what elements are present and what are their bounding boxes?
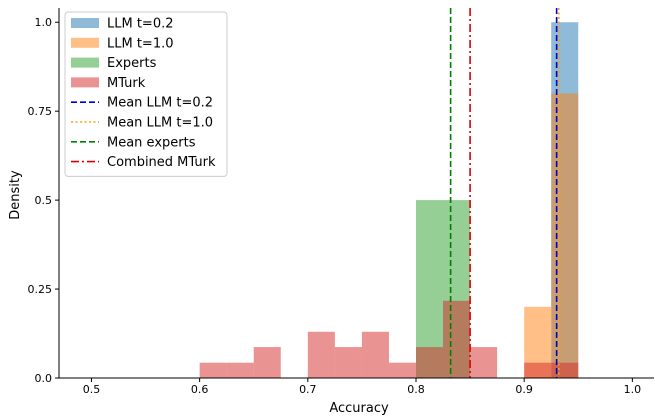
x-tick-label: 0.5 (83, 383, 101, 396)
legend-item-llm-t-0-2: LLM t=0.2 (71, 17, 174, 32)
bar-mturk-0 (199, 362, 227, 378)
legend-swatch (71, 77, 99, 88)
bar-mturk-4 (334, 347, 362, 378)
bar-mturk-9 (470, 347, 498, 378)
bar-mturk-5 (361, 331, 389, 378)
x-tick-label: 0.8 (407, 383, 425, 396)
legend-item-mturk: MTurk (71, 76, 146, 91)
legend-item-experts: Experts (71, 56, 157, 71)
legend-label: Mean LLM t=0.2 (107, 96, 213, 111)
legend-label: MTurk (107, 76, 146, 91)
legend-swatch (71, 37, 99, 48)
bar-mturk-1 (226, 362, 254, 378)
bar-mturk-7 (416, 347, 444, 378)
legend-item-llm-t-1-0: LLM t=1.0 (71, 36, 174, 51)
legend-label: Mean experts (107, 135, 196, 150)
legend: LLM t=0.2 LLM t=1.0 Experts MTurk Mean LLM t… (64, 11, 228, 177)
legend-item-mean-llm-t-0-2: Mean LLM t=0.2 (71, 96, 213, 111)
plot-area (199, 8, 579, 378)
legend-frame (64, 11, 228, 177)
bar-mturk-3 (307, 331, 335, 378)
x-tick-label: 1.0 (624, 383, 642, 396)
y-tick-label: 0.5 (35, 194, 53, 207)
legend-item-mean-experts: Mean experts (71, 135, 196, 150)
legend-swatch (71, 18, 99, 28)
bar-mturk-8 (443, 300, 471, 378)
x-tick-label: 0.7 (299, 383, 317, 396)
x-tick-label: 0.6 (191, 383, 209, 396)
bar-mturk-10 (524, 362, 552, 378)
y-tick-label: 1.0 (35, 16, 53, 29)
bar-mturk-6 (388, 362, 416, 378)
legend-item-combined-mturk: Combined MTurk (71, 155, 216, 170)
x-axis-label: Accuracy (329, 401, 389, 416)
legend-swatch (71, 57, 99, 68)
y-tick-label: 0.25 (28, 283, 53, 296)
x-tick-label: 0.9 (515, 383, 533, 396)
legend-item-mean-llm-t-1-0: Mean LLM t=1.0 (71, 116, 213, 131)
legend-label: Combined MTurk (107, 155, 216, 170)
legend-label: LLM t=1.0 (107, 36, 174, 51)
y-tick-label: 0.75 (28, 105, 53, 118)
bar-mturk-11 (551, 362, 579, 378)
legend-label: Experts (107, 56, 157, 71)
bar-mturk-2 (253, 347, 281, 378)
y-tick-label: 0.0 (35, 372, 53, 385)
bar-llm-t-1-0-1 (551, 93, 579, 378)
legend-label: Mean LLM t=1.0 (107, 116, 213, 131)
axes: 0.5 0.6 0.7 0.8 0.9 1.0 0.0 0.25 0.5 0.75 1.0 (28, 8, 654, 396)
legend-label: LLM t=0.2 (107, 17, 174, 32)
y-axis-label: Density (8, 170, 23, 220)
